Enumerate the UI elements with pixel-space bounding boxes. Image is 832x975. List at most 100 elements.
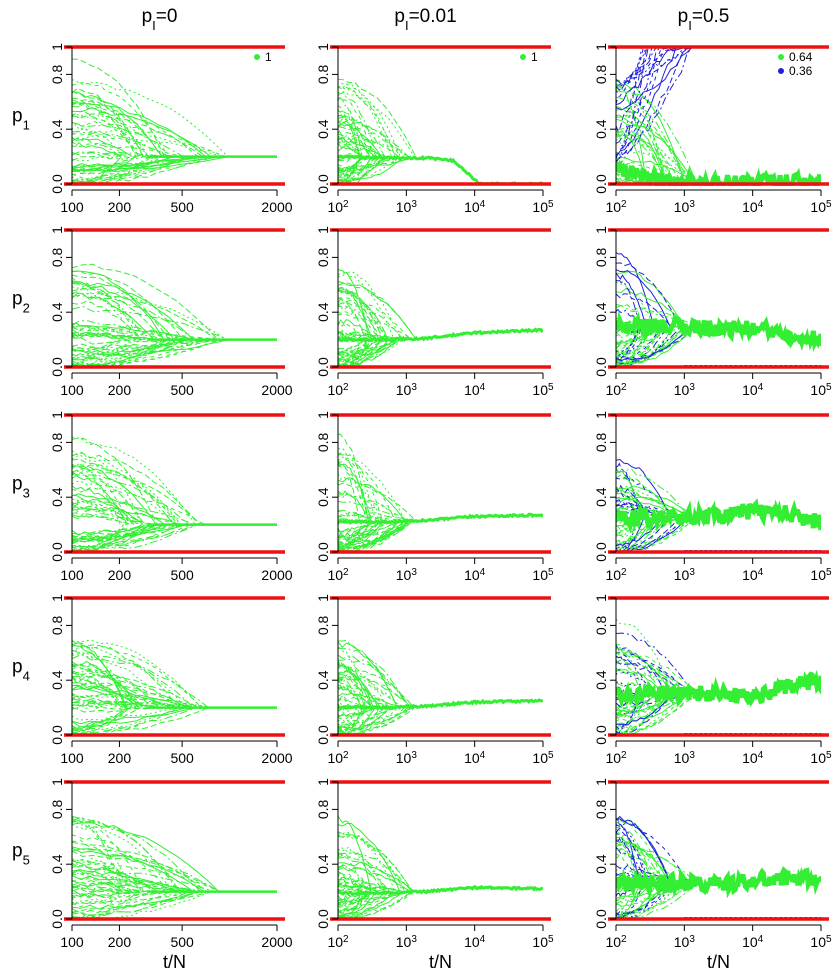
legend-marker xyxy=(778,54,784,60)
trajectory-line xyxy=(616,47,690,157)
y-tick-label: 0.4 xyxy=(315,119,331,139)
trajectory-line xyxy=(616,619,672,694)
trajectory-line xyxy=(338,457,405,521)
x-tick-label: 103 xyxy=(396,567,418,584)
x-tick-label: 104 xyxy=(742,934,764,951)
y-tick-label: 0.8 xyxy=(49,64,65,84)
y-tick-label: 1 xyxy=(49,43,65,51)
x-tick-label: 102 xyxy=(605,750,627,767)
y-tick-label: 1 xyxy=(315,226,331,234)
x-tick-label: 104 xyxy=(742,382,764,399)
y-tick-label: 0.0 xyxy=(49,909,65,929)
x-tick-label: 104 xyxy=(742,199,764,216)
x-tick-label: 105 xyxy=(810,382,832,399)
series-lines xyxy=(338,640,543,735)
x-tick-label: 2000 xyxy=(261,750,292,766)
x-tick-label: 103 xyxy=(674,934,696,951)
x-tick-label: 500 xyxy=(170,382,194,398)
row-label-2: p2 xyxy=(12,289,30,316)
y-tick-label: 1 xyxy=(315,778,331,786)
x-tick-label: 100 xyxy=(60,750,84,766)
y-tick-label: 0.0 xyxy=(315,174,331,194)
panel-r3-c2: 0.00.40.81102 103 104 105 xyxy=(315,411,554,583)
x-tick-label: 200 xyxy=(108,382,132,398)
y-tick-label: 0.0 xyxy=(593,909,609,929)
series-lines xyxy=(72,437,277,552)
x-tick-label: 103 xyxy=(674,750,696,767)
x-tick-label: 2000 xyxy=(261,567,292,583)
x-tick-label: 500 xyxy=(170,750,194,766)
x-tick-label: 102 xyxy=(327,750,349,767)
series-lines xyxy=(616,619,821,735)
trajectory-line xyxy=(72,124,123,156)
x-tick-label: 102 xyxy=(605,199,627,216)
x-tick-label: 103 xyxy=(396,199,418,216)
series-lines xyxy=(72,816,277,919)
series-lines xyxy=(616,460,821,553)
x-tick-label: 103 xyxy=(674,567,696,584)
column-title-2: pI=0.01 xyxy=(394,6,456,33)
x-tick-label: 103 xyxy=(674,382,696,399)
series-lines xyxy=(72,640,277,735)
series-lines xyxy=(616,817,821,919)
x-tick-label: 102 xyxy=(605,382,627,399)
y-tick-label: 1 xyxy=(49,411,65,419)
y-tick-label: 0.0 xyxy=(593,174,609,194)
y-tick-label: 0.8 xyxy=(593,615,609,635)
y-tick-label: 0.8 xyxy=(49,247,65,267)
trend-line xyxy=(616,504,821,530)
y-tick-label: 0.4 xyxy=(593,670,609,690)
y-tick-label: 0.0 xyxy=(593,542,609,562)
trajectory-line xyxy=(338,122,410,158)
y-tick-label: 0.8 xyxy=(593,432,609,452)
panel-r2-c1: 0.0 0.4 0.8 1 100 200 500 2000 p2 xyxy=(12,226,293,398)
x-tick-label: 102 xyxy=(605,934,627,951)
x-tick-label: 105 xyxy=(810,750,832,767)
series-lines xyxy=(72,264,277,367)
y-tick-label: 0.4 xyxy=(49,670,65,690)
y-tick-label: 1 xyxy=(315,43,331,51)
y-tick-label: 0.0 xyxy=(49,725,65,745)
y-tick-label: 1 xyxy=(49,226,65,234)
y-tick-label: 1 xyxy=(593,594,609,602)
column-title-3: pI=0.5 xyxy=(678,6,730,33)
trend-line xyxy=(616,870,821,891)
x-tick-label: 200 xyxy=(108,934,132,950)
x-axis-label: t/N xyxy=(429,952,452,972)
panel-r2-c3: 0.00.40.81102 103 104 105 xyxy=(593,226,832,398)
x-tick-label: 104 xyxy=(742,567,764,584)
y-tick-label: 1 xyxy=(315,411,331,419)
y-tick-label: 0.8 xyxy=(315,615,331,635)
panel-r5-c3: 0.00.40.81102 103 104 105 xyxy=(593,778,832,950)
trajectory-line xyxy=(338,434,368,522)
x-tick-label: 100 xyxy=(60,382,84,398)
row-label-3: p3 xyxy=(12,474,30,501)
legend-marker xyxy=(520,54,526,60)
y-tick-label: 0.0 xyxy=(49,542,65,562)
y-tick-label: 1 xyxy=(49,778,65,786)
x-tick-label: 100 xyxy=(60,567,84,583)
x-tick-label: 2000 xyxy=(261,382,292,398)
y-tick-label: 0.8 xyxy=(315,247,331,267)
y-tick-label: 0.4 xyxy=(49,119,65,139)
y-tick-label: 0.0 xyxy=(593,357,609,377)
x-tick-label: 104 xyxy=(464,750,486,767)
x-tick-label: 200 xyxy=(108,199,132,215)
series-lines xyxy=(338,816,543,919)
trajectory-line xyxy=(72,292,227,339)
y-tick-label: 0.0 xyxy=(315,725,331,745)
column-title-1: pI=0 xyxy=(142,6,178,33)
x-tick-label: 104 xyxy=(464,567,486,584)
x-tick-label: 103 xyxy=(396,934,418,951)
y-tick-label: 0.8 xyxy=(315,64,331,84)
y-tick-label: 0.8 xyxy=(315,799,331,819)
x-tick-label: 102 xyxy=(327,567,349,584)
panel-r1-c1: 0.00.40.81100 200 500 20001p1 xyxy=(12,43,293,215)
legend-marker xyxy=(778,68,784,74)
legend-label: 1 xyxy=(531,50,538,64)
y-tick-label: 0.8 xyxy=(593,247,609,267)
trend-line xyxy=(616,163,821,185)
x-axis-label: t/N xyxy=(163,952,186,972)
x-tick-label: 100 xyxy=(60,199,84,215)
